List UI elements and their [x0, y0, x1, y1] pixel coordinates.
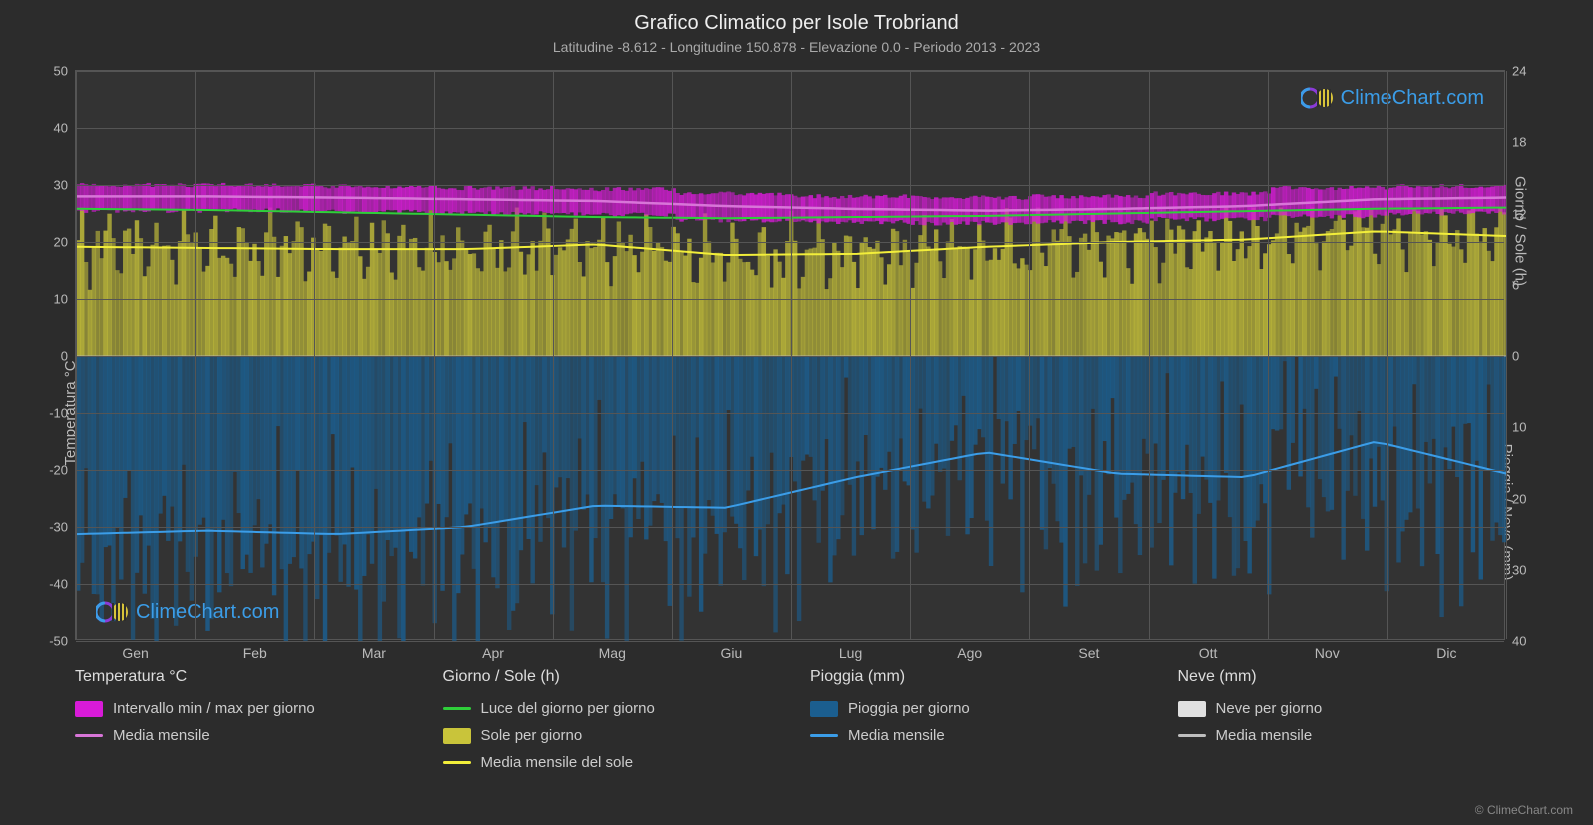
ytick-left: -50 [49, 634, 76, 649]
ytick-right: 30 [1504, 562, 1526, 577]
y-axis-right-top-label: Giorno / Sole (h) [1511, 176, 1528, 286]
ytick-left: 30 [54, 178, 76, 193]
legend-label: Intervallo min / max per giorno [113, 700, 315, 717]
ytick-right: 10 [1504, 420, 1526, 435]
chart-title: Grafico Climatico per Isole Trobriand [0, 0, 1593, 35]
climecharts-logo-icon [1301, 86, 1335, 110]
legend-label: Pioggia per giorno [848, 700, 970, 717]
ytick-left: 50 [54, 64, 76, 79]
xtick-month: Feb [243, 645, 267, 661]
swatch-icon [75, 734, 103, 737]
xtick-month: Mag [599, 645, 626, 661]
legend-header: Neve (mm) [1178, 668, 1506, 686]
ytick-right: 24 [1504, 64, 1526, 79]
swatch-icon [1178, 734, 1206, 737]
xtick-month: Set [1078, 645, 1099, 661]
copyright-text: © ClimeChart.com [1475, 803, 1573, 817]
xtick-month: Apr [482, 645, 504, 661]
climate-chart-container: Grafico Climatico per Isole Trobriand La… [0, 0, 1593, 825]
legend-item: Media mensile [810, 727, 1138, 744]
ytick-right: 12 [1504, 206, 1526, 221]
ytick-left: 10 [54, 292, 76, 307]
legend-label: Media mensile del sole [481, 754, 634, 771]
xtick-month: Mar [362, 645, 386, 661]
ytick-left: 40 [54, 121, 76, 136]
ytick-left: -30 [49, 520, 76, 535]
watermark-text: ClimeChart.com [136, 601, 279, 624]
ytick-left: -40 [49, 577, 76, 592]
xtick-month: Dic [1436, 645, 1456, 661]
legend-label: Media mensile [848, 727, 945, 744]
swatch-icon [810, 734, 838, 737]
legend-item: Media mensile [75, 727, 403, 744]
legend-label: Sole per giorno [481, 727, 583, 744]
swatch-icon [1178, 701, 1206, 717]
legend-item: Pioggia per giorno [810, 700, 1138, 717]
plot-area: ClimeChart.com ClimeChart.com -50-40-30-… [75, 70, 1505, 640]
legend-header: Temperatura °C [75, 668, 403, 686]
legend-item: Intervallo min / max per giorno [75, 700, 403, 717]
legend-label: Luce del giorno per giorno [481, 700, 655, 717]
ytick-right: 20 [1504, 491, 1526, 506]
swatch-icon [810, 701, 838, 717]
ytick-right: 40 [1504, 634, 1526, 649]
legend-header: Pioggia (mm) [810, 668, 1138, 686]
legend-label: Media mensile [113, 727, 210, 744]
legend-item: Media mensile del sole [443, 754, 771, 771]
legend-item: Neve per giorno [1178, 700, 1506, 717]
ytick-left: 20 [54, 235, 76, 250]
swatch-icon [443, 728, 471, 744]
legend-item: Media mensile [1178, 727, 1506, 744]
legend-label: Media mensile [1216, 727, 1313, 744]
watermark-top: ClimeChart.com [1301, 86, 1484, 110]
swatch-icon [75, 701, 103, 717]
legend-header: Giorno / Sole (h) [443, 668, 771, 686]
legend-col-snow: Neve (mm) Neve per giorno Media mensile [1178, 668, 1506, 771]
climecharts-logo-icon [96, 600, 130, 624]
chart-subtitle: Latitudine -8.612 - Longitudine 150.878 … [0, 35, 1593, 55]
watermark-bottom: ClimeChart.com [96, 600, 279, 624]
watermark-text: ClimeChart.com [1341, 87, 1484, 110]
xtick-month: Ott [1199, 645, 1218, 661]
ytick-right: 18 [1504, 135, 1526, 150]
ytick-left: -10 [49, 406, 76, 421]
legend-label: Neve per giorno [1216, 700, 1323, 717]
legend-col-sun: Giorno / Sole (h) Luce del giorno per gi… [443, 668, 771, 771]
legend-item: Luce del giorno per giorno [443, 700, 771, 717]
legend-col-rain: Pioggia (mm) Pioggia per giorno Media me… [810, 668, 1138, 771]
legend-col-temp: Temperatura °C Intervallo min / max per … [75, 668, 403, 771]
swatch-icon [443, 707, 471, 710]
xtick-month: Gen [122, 645, 148, 661]
xtick-month: Giu [721, 645, 743, 661]
legend: Temperatura °C Intervallo min / max per … [75, 668, 1505, 771]
ytick-left: -20 [49, 463, 76, 478]
ytick-left: 0 [61, 349, 76, 364]
xtick-month: Ago [957, 645, 982, 661]
swatch-icon [443, 761, 471, 764]
legend-item: Sole per giorno [443, 727, 771, 744]
xtick-month: Lug [839, 645, 862, 661]
xtick-month: Nov [1315, 645, 1340, 661]
